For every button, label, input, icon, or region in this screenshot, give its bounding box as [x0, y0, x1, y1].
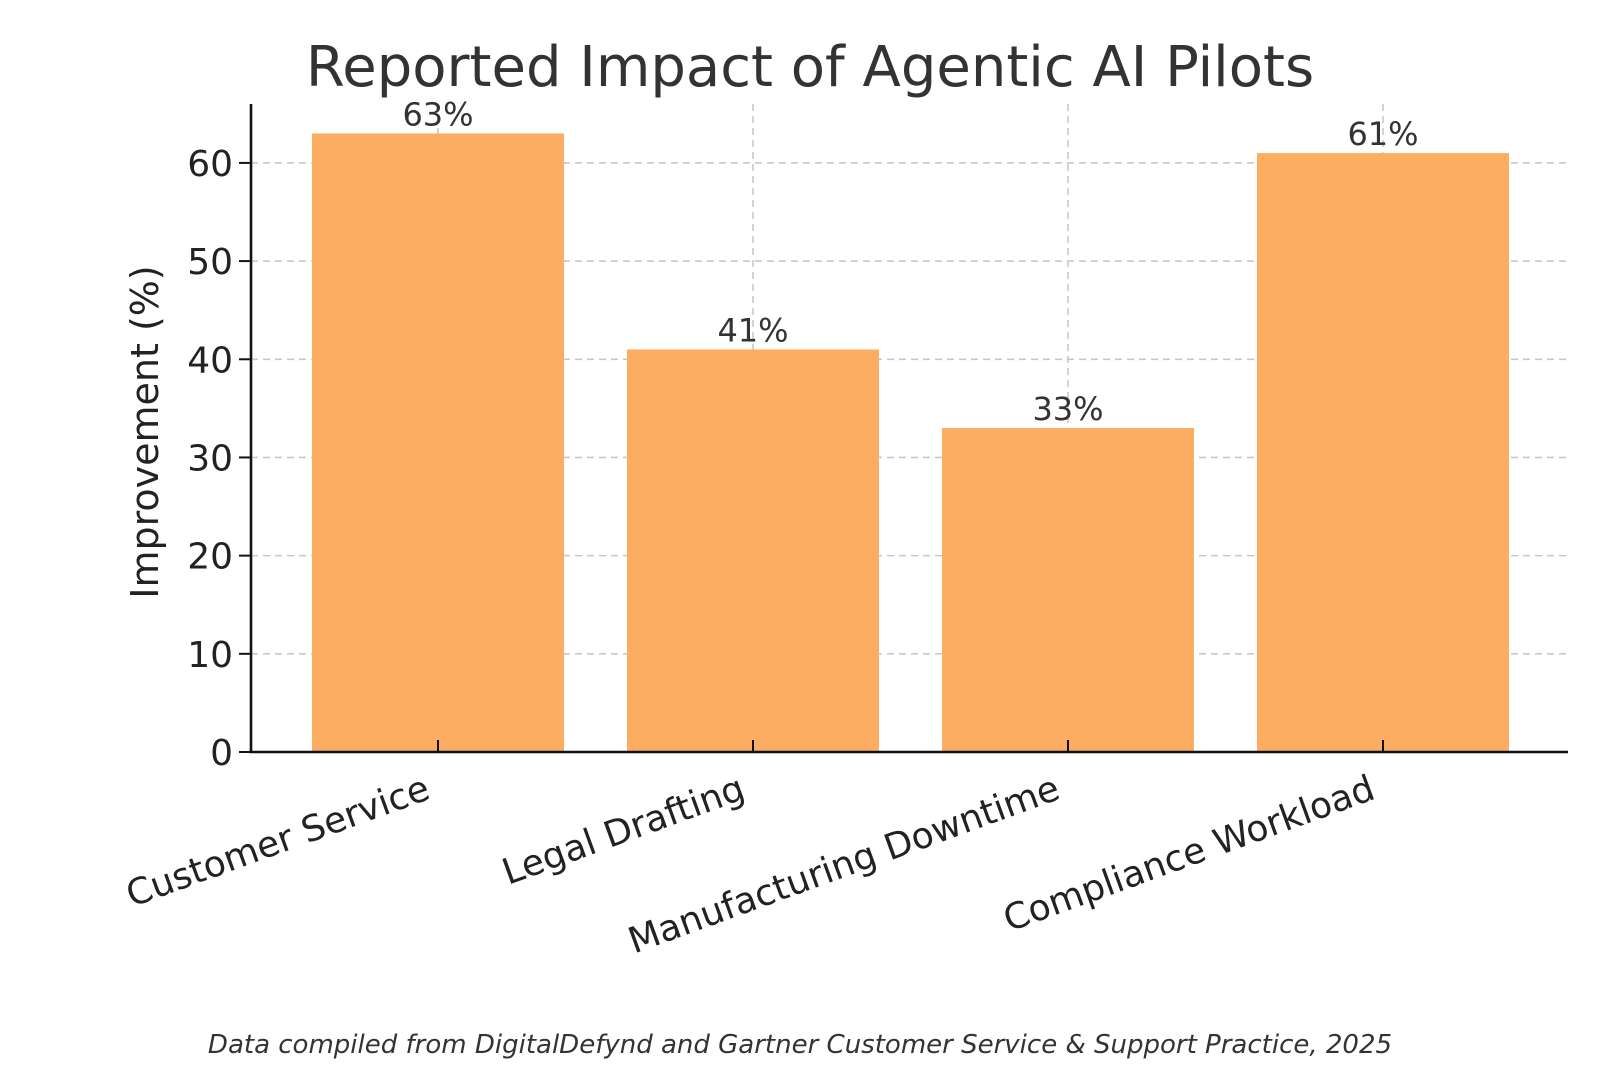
- chart-title: Reported Impact of Agentic AI Pilots: [306, 35, 1314, 100]
- category-label: Legal Drafting: [497, 768, 750, 894]
- y-tick-label: 60: [187, 144, 233, 185]
- source-note: Data compiled from DigitalDefynd and Gar…: [208, 1030, 1392, 1060]
- y-tick-label: 30: [187, 438, 233, 479]
- value-label: 41%: [717, 311, 788, 349]
- axes: [239, 104, 1568, 754]
- y-tick-label: 0: [210, 733, 233, 774]
- bar: [942, 428, 1194, 752]
- y-axis-label: Improvement (%): [123, 265, 167, 598]
- y-tick-label: 50: [187, 242, 233, 283]
- y-tick-label: 10: [187, 635, 233, 676]
- y-tick-label: 20: [187, 537, 233, 578]
- bar: [627, 349, 879, 752]
- value-label: 63%: [402, 95, 473, 133]
- value-label: 33%: [1032, 390, 1103, 428]
- bars: [312, 133, 1509, 753]
- bar: [312, 133, 564, 753]
- value-label: 61%: [1347, 115, 1418, 153]
- y-tick-label: 40: [187, 340, 233, 381]
- category-label: Customer Service: [121, 768, 435, 916]
- bar: [1257, 153, 1509, 752]
